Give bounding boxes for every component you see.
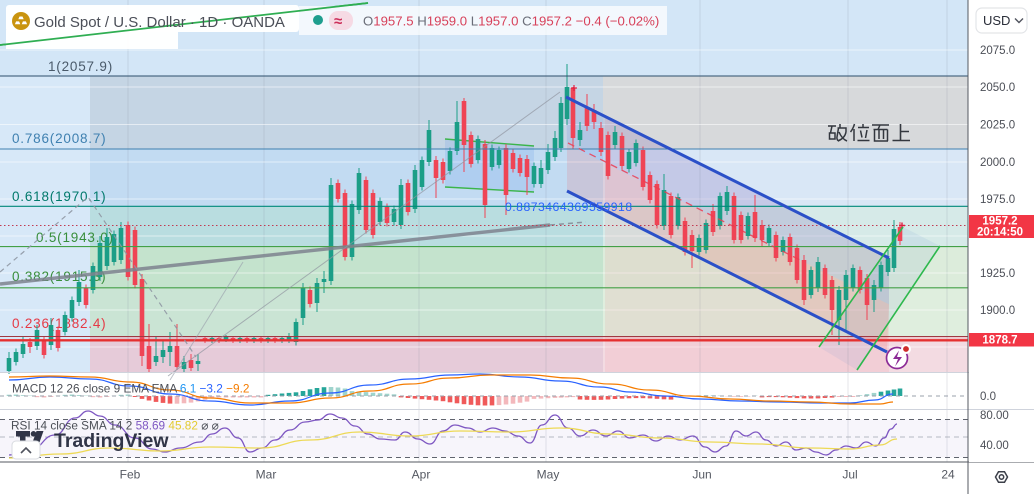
- svg-text:USD: USD: [983, 13, 1010, 28]
- svg-text:≈: ≈: [334, 13, 342, 30]
- svg-text:1975.0: 1975.0: [980, 194, 1015, 206]
- svg-text:0.786(2008.7): 0.786(2008.7): [12, 131, 106, 146]
- svg-text:O1957.5 H1959.0 L1957.0 C1957.: O1957.5 H1959.0 L1957.0 C1957.2 −0.4 (−0…: [363, 14, 659, 29]
- svg-text:0.618(1970.1): 0.618(1970.1): [12, 189, 106, 204]
- svg-text:40.00: 40.00: [980, 440, 1009, 452]
- svg-text:May: May: [537, 468, 560, 482]
- svg-text:1(2057.9): 1(2057.9): [48, 59, 113, 74]
- svg-text:24: 24: [941, 468, 955, 482]
- svg-text:RSI 14 close SMA 14 2 58.69 4: RSI 14 close SMA 14 2 58.69 45.82 ⌀ ⌀: [11, 419, 219, 433]
- svg-text:Apr: Apr: [412, 468, 431, 482]
- svg-text:2050.0: 2050.0: [980, 82, 1015, 94]
- svg-text:1878.7: 1878.7: [982, 335, 1017, 347]
- svg-text:Jul: Jul: [842, 468, 857, 482]
- svg-text:0.0: 0.0: [980, 391, 996, 403]
- svg-text:0.8873464369559918: 0.8873464369559918: [505, 200, 633, 214]
- svg-text:1925.0: 1925.0: [980, 268, 1015, 280]
- svg-text:Gold Spot / U.S. Dollar · 1D ·: Gold Spot / U.S. Dollar · 1D · OANDA: [34, 14, 285, 31]
- svg-text:2000.0: 2000.0: [980, 157, 1015, 169]
- svg-text:20:14:50: 20:14:50: [977, 227, 1023, 239]
- svg-text:MACD 12 26 close 9 EMA EMA 6.1: MACD 12 26 close 9 EMA EMA 6.1 −3.2 −9.2: [12, 382, 249, 396]
- svg-text:80.00: 80.00: [980, 410, 1009, 422]
- svg-text:1900.0: 1900.0: [980, 305, 1015, 317]
- svg-text:Mar: Mar: [256, 468, 277, 482]
- svg-text:TradingView: TradingView: [54, 430, 169, 452]
- svg-text:2025.0: 2025.0: [980, 120, 1015, 132]
- svg-text:Feb: Feb: [120, 468, 141, 482]
- svg-text:0.236(1882.4): 0.236(1882.4): [12, 316, 106, 331]
- svg-text:2075.0: 2075.0: [980, 45, 1015, 57]
- svg-text:0.5(1943.0): 0.5(1943.0): [36, 230, 114, 245]
- svg-text:1957.2: 1957.2: [982, 216, 1017, 228]
- svg-text:Jun: Jun: [692, 468, 711, 482]
